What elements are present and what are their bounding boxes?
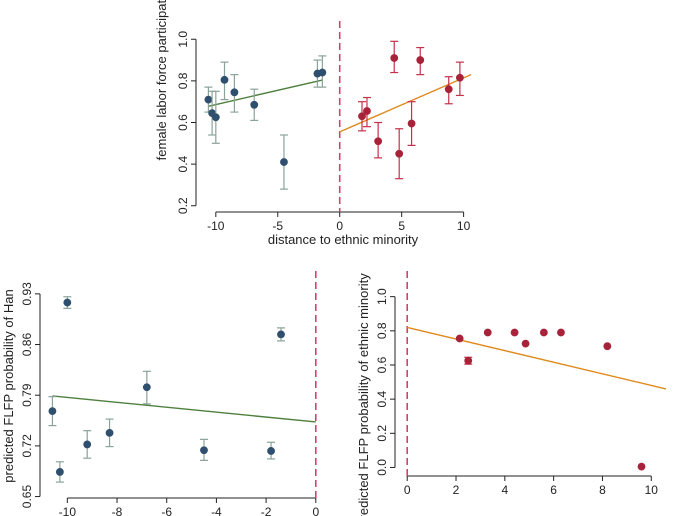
bottom-left-axes: -10 -8 -6 -4 -2 0 0.65 0.72 0.79 0.86 0.93	[20, 282, 319, 516]
data-point	[63, 298, 72, 307]
x-tick-label: -2	[261, 505, 272, 516]
y-tick-label: 0.6	[176, 114, 190, 131]
data-point	[374, 137, 383, 146]
y-tick-label: 0.65	[20, 485, 34, 509]
y-tick-label: 0.6	[375, 356, 389, 373]
data-point	[390, 54, 399, 62]
data-point	[105, 428, 114, 437]
bottom-right-y-axis-label: predicted FLFP probability of ethnic min…	[356, 273, 371, 516]
x-tick-label: 10	[645, 483, 659, 497]
fit-line	[208, 79, 323, 107]
bottom-left-panel: -10 -8 -6 -4 -2 0 0.65 0.72 0.79 0.86 0.93 predict…	[1, 271, 319, 516]
top-x-axis-label: distance to ethnic minority	[268, 232, 419, 247]
data-point	[220, 75, 229, 84]
data-point	[539, 328, 548, 337]
data-point	[250, 100, 259, 109]
y-tick-label: 0.93	[20, 282, 34, 306]
bottom-right-marks	[406, 271, 667, 476]
fit-line	[52, 395, 316, 423]
x-tick-label: -10	[207, 219, 225, 233]
x-tick-label: 2	[453, 483, 460, 497]
data-point	[358, 112, 366, 121]
data-point	[455, 73, 464, 82]
data-point	[277, 330, 285, 339]
data-point	[142, 383, 151, 392]
top-y-axis-label: female labor force participation probabi…	[154, 0, 169, 160]
x-tick-label: 5	[398, 219, 405, 233]
data-point	[200, 446, 208, 455]
y-tick-label: 0.2	[176, 197, 190, 214]
data-point	[280, 158, 288, 166]
y-tick-label: 0.4	[176, 155, 190, 172]
data-point	[363, 107, 371, 115]
y-tick-label: 0.8	[375, 322, 389, 339]
y-tick-label: 0.4	[375, 390, 389, 407]
x-tick-label: 8	[599, 483, 606, 497]
x-tick-label: 6	[550, 483, 557, 497]
x-tick-label: -8	[112, 505, 123, 516]
y-tick-label: 0.2	[375, 425, 389, 442]
data-point	[557, 328, 565, 337]
data-point	[267, 447, 275, 455]
data-point	[483, 328, 492, 337]
data-point	[230, 88, 239, 97]
x-tick-label: 0	[336, 219, 343, 233]
data-point	[318, 68, 327, 77]
y-tick-label: 0.79	[20, 383, 34, 407]
top-panel: -10 -5 0 5 10 0.2 0.4 0.6 0.8 1.0 distance to eth…	[154, 0, 472, 247]
data-point	[395, 149, 404, 158]
data-point	[603, 342, 612, 351]
x-tick-label: -4	[211, 505, 222, 516]
data-point	[204, 95, 213, 104]
x-tick-label: -6	[161, 505, 172, 516]
fit-line	[407, 326, 667, 390]
y-tick-label: 0.8	[176, 72, 190, 89]
data-point	[637, 462, 646, 471]
data-point	[510, 328, 519, 337]
x-tick-label: 0	[312, 505, 319, 516]
data-point	[407, 119, 416, 128]
top-axes: -10 -5 0 5 10 0.2 0.4 0.6 0.8 1.0	[176, 31, 471, 233]
y-tick-label: 1.0	[375, 288, 389, 305]
y-tick-label: 0.0	[375, 459, 389, 476]
data-point	[464, 356, 473, 365]
top-marks	[204, 21, 472, 212]
x-tick-label: -10	[59, 505, 77, 516]
data-point	[211, 113, 220, 122]
bottom-left-marks	[48, 271, 317, 498]
x-tick-label: -5	[272, 219, 283, 233]
data-point	[55, 468, 64, 476]
x-tick-label: 10	[457, 219, 471, 233]
y-tick-label: 0.86	[20, 333, 34, 357]
data-point	[83, 440, 92, 449]
x-tick-label: 0	[404, 483, 411, 497]
data-point	[455, 334, 464, 343]
bottom-left-y-axis-label: predicted FLFP probability of Han	[1, 289, 16, 482]
y-tick-label: 0.72	[20, 434, 34, 458]
x-tick-label: 4	[501, 483, 508, 497]
y-tick-label: 1.0	[176, 31, 190, 48]
data-point	[444, 85, 453, 94]
bottom-right-panel: 0 2 4 6 8 10 0.0 0.2 0.4 0.6 0.8 1.0 predicted FLFP…	[356, 271, 667, 516]
data-point	[416, 56, 425, 64]
data-point	[521, 339, 530, 348]
bottom-right-axes: 0 2 4 6 8 10 0.0 0.2 0.4 0.6 0.8 1.0	[375, 288, 658, 497]
data-point	[48, 407, 57, 416]
